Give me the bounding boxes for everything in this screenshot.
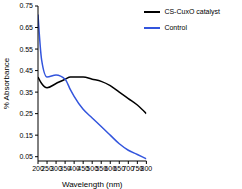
html-text:CS-CuxO catalyst: CS-CuxO catalyst bbox=[164, 7, 220, 15]
svg-text:0.75: 0.75 bbox=[19, 2, 33, 9]
svg-text:750: 750 bbox=[131, 165, 144, 172]
svg-text:0.05: 0.05 bbox=[19, 153, 33, 160]
svg-text:Wavelength (nm): Wavelength (nm) bbox=[62, 180, 123, 189]
svg-text:0.45: 0.45 bbox=[19, 67, 33, 74]
svg-text:700: 700 bbox=[122, 165, 135, 172]
svg-text:300: 300 bbox=[50, 165, 62, 172]
svg-text:250: 250 bbox=[41, 165, 53, 172]
svg-text:0.65: 0.65 bbox=[19, 24, 33, 31]
svg-text:0.15: 0.15 bbox=[19, 132, 33, 139]
svg-text:650: 650 bbox=[113, 165, 126, 172]
svg-text:800: 800 bbox=[141, 165, 153, 172]
svg-text:600: 600 bbox=[104, 165, 117, 172]
svg-text:200: 200 bbox=[32, 165, 44, 172]
svg-text:0.25: 0.25 bbox=[19, 110, 33, 117]
svg-text:450: 450 bbox=[77, 165, 89, 172]
svg-text:550: 550 bbox=[95, 165, 108, 172]
svg-text:0.35: 0.35 bbox=[19, 89, 33, 96]
html-text:Control: Control bbox=[164, 23, 187, 31]
svg-text:350: 350 bbox=[59, 165, 71, 172]
svg-text:400: 400 bbox=[68, 165, 80, 172]
svg-text:0.55: 0.55 bbox=[19, 46, 33, 53]
svg-text:% Absorbance: % Absorbance bbox=[8, 57, 11, 109]
svg-text:500: 500 bbox=[86, 165, 98, 172]
